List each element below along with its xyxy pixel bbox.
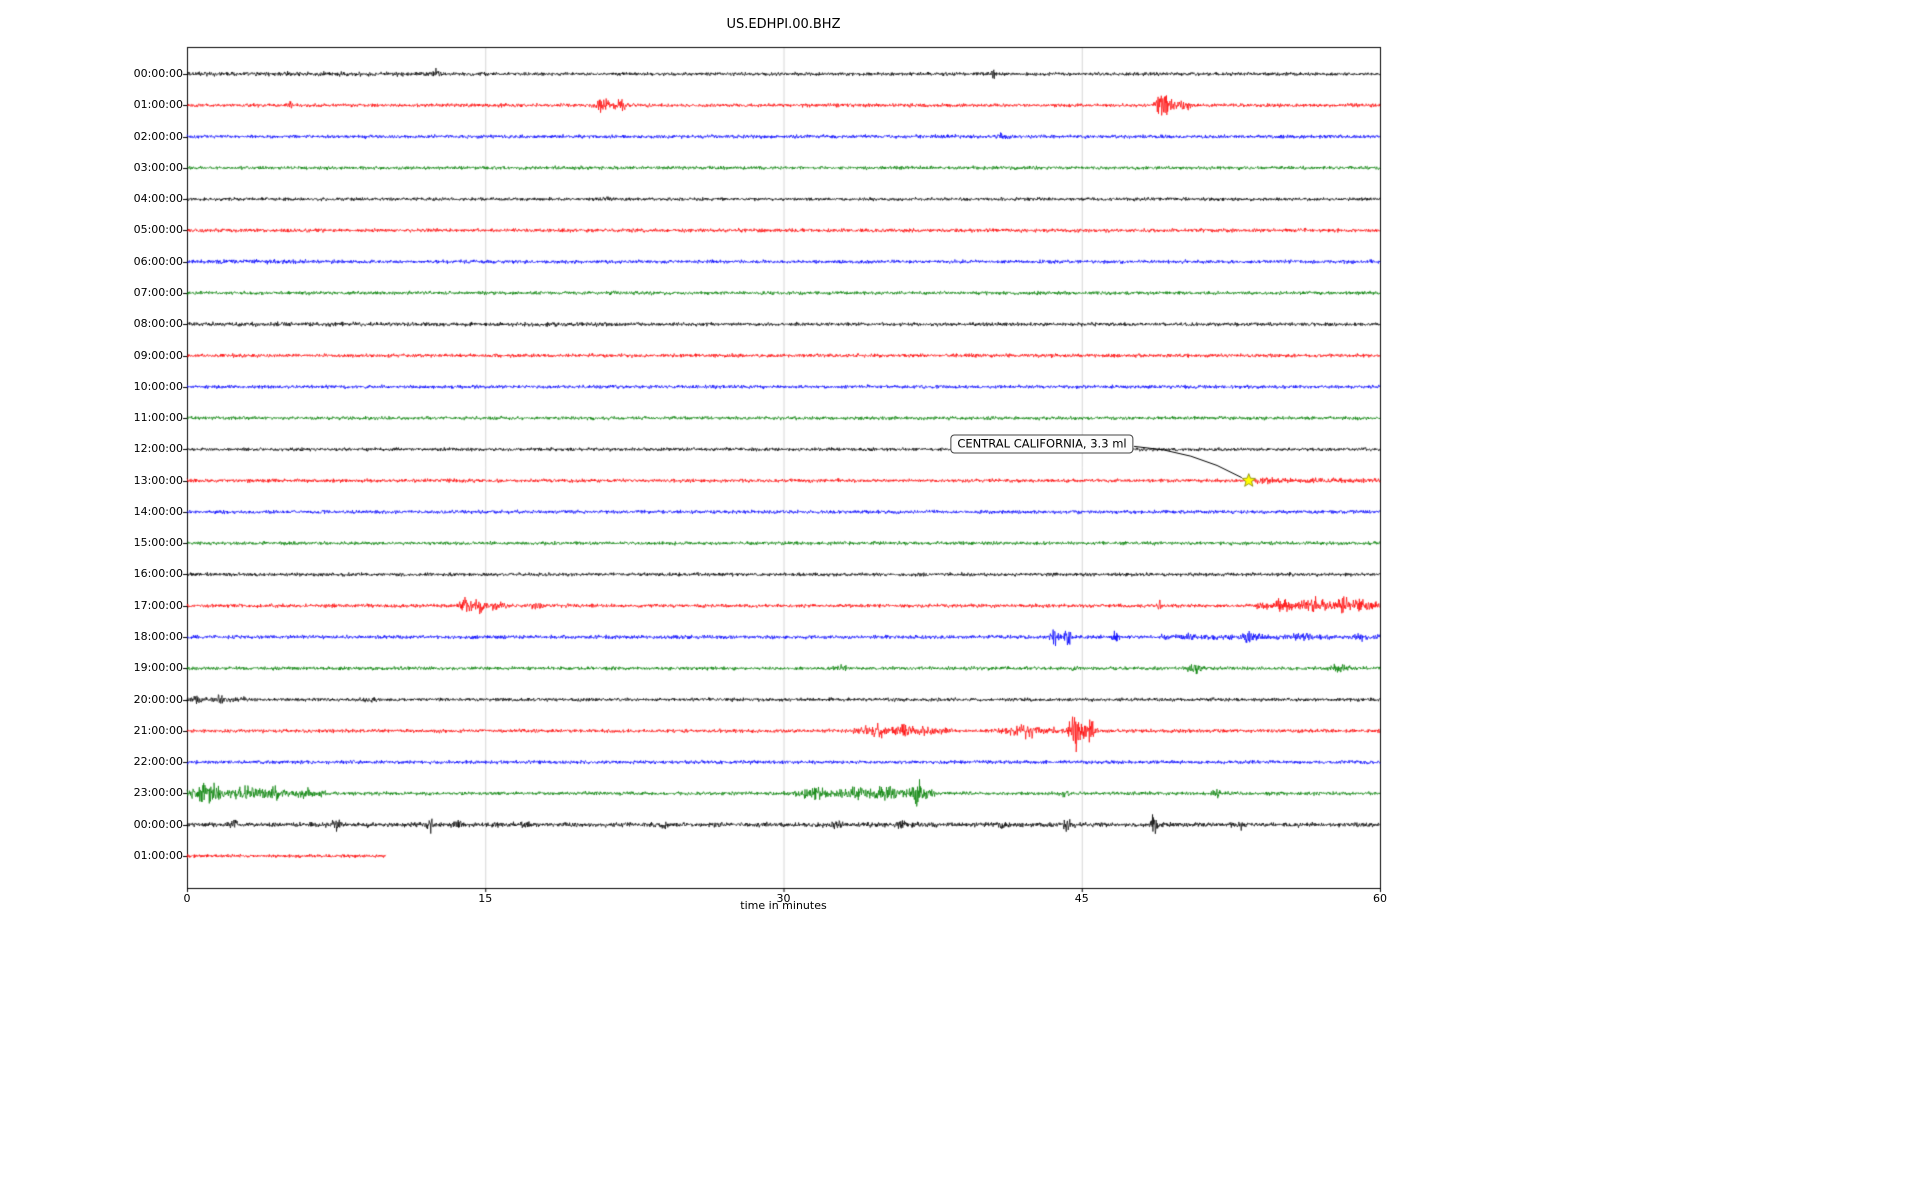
row-label: 17:00:00 [133,598,183,612]
x-tick-label: 15 [478,892,493,905]
row-label: 16:00:00 [133,567,183,581]
row-label: 04:00:00 [133,192,183,206]
row-label: 18:00:00 [133,630,183,644]
row-label: 22:00:00 [133,755,183,769]
row-label: 23:00:00 [133,786,183,800]
row-label: 19:00:00 [133,661,183,675]
x-tick-label: 0 [183,892,191,905]
row-label: 08:00:00 [133,317,183,331]
x-tick-label: 45 [1074,892,1089,905]
row-label: 06:00:00 [133,254,183,268]
event-annotation: CENTRAL CALIFORNIA, 3.3 ml [950,434,1134,454]
row-label: 03:00:00 [133,160,183,174]
row-label: 11:00:00 [133,411,183,425]
row-label: 15:00:00 [133,536,183,550]
x-tick-label: 60 [1373,892,1387,905]
row-label: 12:00:00 [133,442,183,456]
row-label: 05:00:00 [133,223,183,237]
chart-title: US.EDHPI.00.BHZ [726,17,841,32]
row-label: 21:00:00 [133,723,183,737]
row-label: 02:00:00 [133,129,183,143]
row-label: 00:00:00 [133,817,183,831]
row-label: 01:00:00 [133,849,183,862]
row-label: 01:00:00 [133,98,183,112]
row-label: 20:00:00 [133,692,183,706]
x-tick-label: 30 [776,892,791,905]
row-label: 00:00:00 [133,67,183,80]
row-label: 10:00:00 [133,379,183,393]
x-axis-label: time in minutes [740,899,827,912]
row-label: 13:00:00 [133,473,183,487]
row-label: 07:00:00 [133,285,183,299]
row-label: 14:00:00 [133,504,183,518]
row-label: 09:00:00 [133,348,183,362]
event-annotation-text: CENTRAL CALIFORNIA, 3.3 ml [957,436,1127,451]
